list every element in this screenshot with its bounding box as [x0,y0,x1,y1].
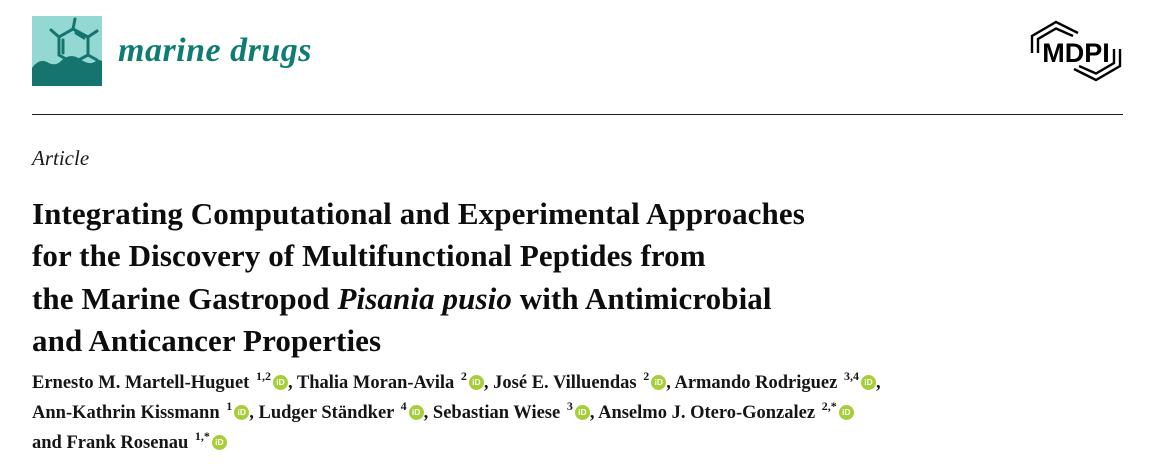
author-line: Ernesto M. Martell-Huguet 1,2 iD, Thalia … [32,368,881,393]
affiliation-superscript: 1,* [194,428,210,443]
journal-name: marine drugs [118,32,312,69]
orcid-icon[interactable]: iD [272,375,288,390]
author-name: Anselmo J. Otero-Gonzalez [598,403,820,423]
orcid-icon[interactable]: iD [211,435,227,450]
author-name: Ludger Ständker [258,403,399,423]
author-name: Armando Rodriguez [674,373,842,393]
author-list: Ernesto M. Martell-Huguet 1,2 iD, Thalia … [32,368,1132,458]
author-name: Sebastian Wiese [432,403,565,423]
affiliation-superscript: 3,4 [843,368,859,383]
article-type-label: Article [32,146,90,170]
orcid-icon[interactable]: iD [468,375,484,390]
affiliation-superscript: 1 [226,398,233,413]
author-name: Ernesto M. Martell-Huguet [32,373,254,393]
title-line: and Anticancer Properties [32,323,382,359]
page-header: marine drugs MDPI [32,16,1123,86]
author-name: Ann-Kathrin Kissmann [32,403,225,423]
author-name: José E. Villuendas [493,373,642,393]
affiliation-superscript: 3 [566,398,573,413]
author-name: Thalia Moran-Avila [296,373,459,393]
affiliation-superscript: 2 [643,368,650,383]
header-divider [32,114,1123,115]
author-line: and Frank Rosenau 1,* iD [32,428,1132,458]
author-line: Ann-Kathrin Kissmann 1 iD, Ludger Ständke… [32,398,1132,428]
affiliation-superscript: 4 [400,398,407,413]
affiliation-superscript: 2,* [821,398,837,413]
orcid-icon[interactable]: iD [860,375,876,390]
orcid-icon[interactable]: iD [838,405,854,420]
orcid-icon[interactable]: iD [651,375,667,390]
affiliation-superscript: 1,2 [255,368,271,383]
title-line: for the Discovery of Multifunctional Pep… [32,238,706,274]
author-name: Frank Rosenau [66,433,193,453]
title-line: the Marine Gastropod Pisania pusio with … [32,280,772,316]
orcid-icon[interactable]: iD [574,405,590,420]
affiliation-superscript: 2 [460,368,467,383]
marine-drugs-logo-icon [32,16,102,86]
orcid-icon[interactable]: iD [408,405,424,420]
mdpi-logo-text: MDPI [1042,38,1110,68]
journal-brand[interactable]: marine drugs [32,16,312,86]
orcid-icon[interactable]: iD [234,405,250,420]
article-title: Integrating Computational and Experiment… [32,193,1123,363]
title-line: Integrating Computational and Experiment… [32,195,805,231]
mdpi-logo[interactable]: MDPI [1029,20,1123,82]
